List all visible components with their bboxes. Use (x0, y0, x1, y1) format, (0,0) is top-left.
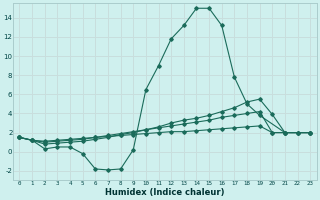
X-axis label: Humidex (Indice chaleur): Humidex (Indice chaleur) (105, 188, 225, 197)
